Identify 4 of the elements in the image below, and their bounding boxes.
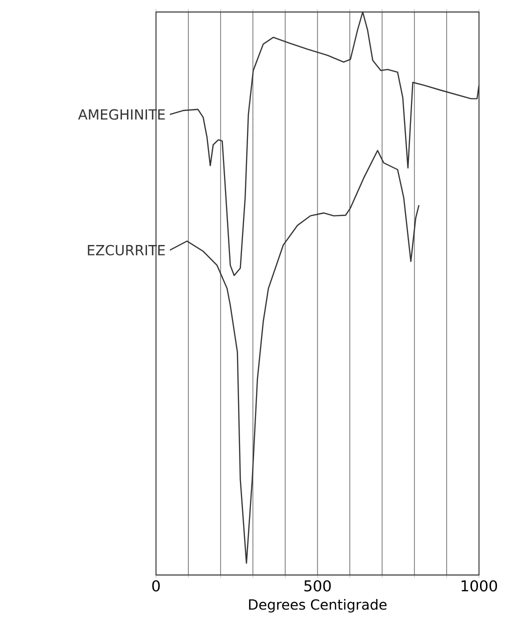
x-axis-title: Degrees Centigrade — [249, 599, 387, 613]
x-tick-label: 500 — [304, 580, 331, 592]
x-tick-label: 0 — [152, 580, 160, 592]
x-tick-label: 1000 — [462, 580, 498, 592]
